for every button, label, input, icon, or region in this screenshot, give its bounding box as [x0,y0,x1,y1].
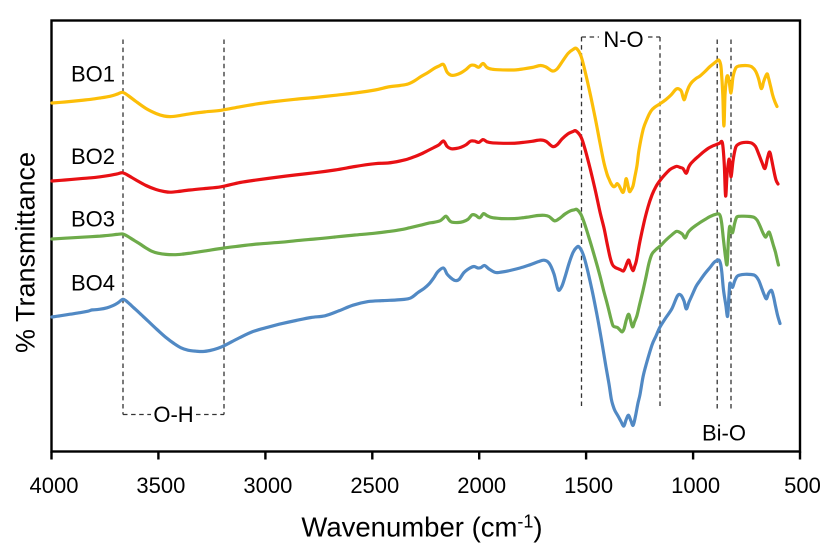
svg-text:BO3: BO3 [71,207,115,232]
svg-text:3500: 3500 [136,473,185,498]
svg-text:2500: 2500 [350,473,399,498]
svg-text:Wavenumber (cm-1): Wavenumber (cm-1) [301,512,542,543]
svg-text:BO4: BO4 [71,271,115,296]
svg-text:1000: 1000 [671,473,720,498]
svg-text:1500: 1500 [564,473,613,498]
svg-text:Bi-O: Bi-O [702,421,746,446]
svg-text:2000: 2000 [457,473,506,498]
svg-text:BO2: BO2 [71,144,115,169]
svg-text:BO1: BO1 [71,62,115,87]
svg-text:500: 500 [784,473,821,498]
svg-text:O-H: O-H [153,402,193,427]
svg-text:4000: 4000 [30,473,79,498]
svg-text:% Transmittance: % Transmittance [11,152,41,353]
svg-text:N-O: N-O [603,27,643,52]
svg-text:3000: 3000 [243,473,292,498]
